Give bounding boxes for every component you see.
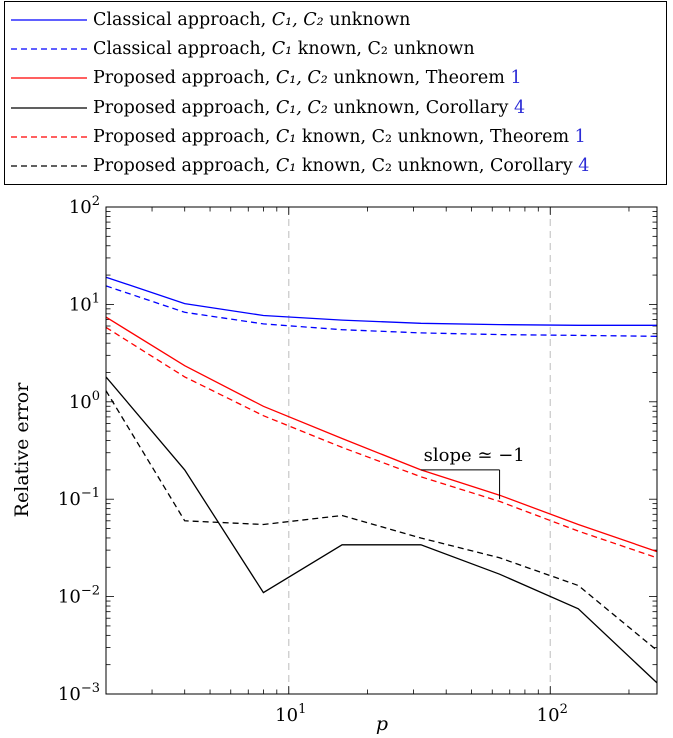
y-tick-label: 10−3 xyxy=(58,681,100,705)
legend-label: Proposed approach, C₁ known, C₂ unknown,… xyxy=(93,156,590,176)
series-lines xyxy=(105,276,658,684)
legend-swatch xyxy=(11,48,87,50)
y-tick-label: 100 xyxy=(69,389,100,413)
legend-entry: Classical approach, C₁ known, C₂ unknown xyxy=(5,35,475,63)
legend-entry: Proposed approach, C₁ known, C₂ unknown,… xyxy=(5,152,589,180)
series-line-0 xyxy=(105,276,657,326)
legend-entry: Classical approach, C₁, C₂ unknown xyxy=(5,6,410,34)
legend-label: Classical approach, C₁, C₂ unknown xyxy=(93,10,411,30)
y-axis-label: Relative error xyxy=(11,382,33,518)
plot-frame xyxy=(105,206,658,695)
legend-swatch xyxy=(11,106,87,109)
legend-label: Proposed approach, C₁, C₂ unknown, Corol… xyxy=(93,97,526,118)
x-axis-label: p xyxy=(376,713,388,735)
slope-annotation: slope ≃ −1 xyxy=(420,445,525,500)
legend: Classical approach, C₁, C₂ unknown Classi… xyxy=(4,1,667,185)
y-tick-label: 10−2 xyxy=(58,584,100,608)
series-line-1 xyxy=(105,285,658,337)
chart: slope ≃ −1 101 102 10−3 10−2 10−1 100 101 102 p… xyxy=(11,194,658,735)
y-tick-label: 102 xyxy=(69,194,100,218)
legend-label: Proposed approach, C₁, C₂ unknown, Theor… xyxy=(93,68,522,89)
y-tick-label: 101 xyxy=(69,291,100,315)
grid-lines xyxy=(288,207,551,694)
legend-entry: Proposed approach, C₁, C₂ unknown, Corol… xyxy=(5,94,525,122)
series-line-4 xyxy=(105,326,658,559)
slope-annotation-label: slope ≃ −1 xyxy=(424,445,525,466)
series-line-3 xyxy=(105,376,658,684)
legend-swatch xyxy=(11,77,87,80)
legend-label: Proposed approach, C₁ known, C₂ unknown,… xyxy=(93,126,586,147)
tick-labels: 101 102 10−3 10−2 10−1 100 101 102 xyxy=(58,194,568,726)
y-tick-label: 10−1 xyxy=(58,486,100,510)
legend-label: Classical approach, C₁ known, C₂ unknown xyxy=(93,39,475,60)
legend-entry: Proposed approach, C₁ known, C₂ unknown,… xyxy=(5,123,586,151)
legend-entry: Proposed approach, C₁, C₂ unknown, Theor… xyxy=(5,64,522,92)
series-line-2 xyxy=(105,316,658,553)
legend-swatch xyxy=(11,165,87,167)
axis-ticks xyxy=(105,207,657,695)
x-tick-label: 102 xyxy=(537,702,568,726)
legend-swatch xyxy=(11,136,87,138)
x-tick-label: 101 xyxy=(275,702,306,726)
series-line-5 xyxy=(105,390,658,651)
legend-swatch xyxy=(11,19,87,21)
